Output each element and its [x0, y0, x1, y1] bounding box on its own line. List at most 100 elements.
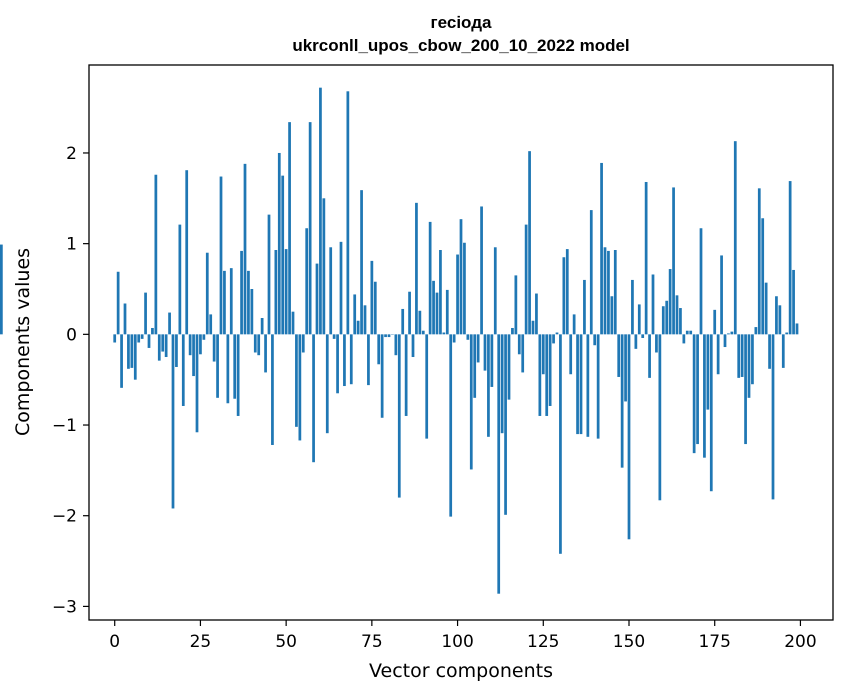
bar-component-99 [452, 334, 456, 343]
bar-component-93 [432, 280, 435, 335]
bar-component-0 [113, 334, 117, 343]
x-tick-label: 150 [613, 632, 645, 652]
bar-component-103 [466, 334, 470, 340]
bar-component-10 [147, 334, 151, 348]
bar-component-50 [284, 249, 288, 335]
bar-component-182 [737, 334, 741, 378]
bar-component-46 [271, 334, 274, 445]
bar-component-122 [531, 320, 535, 335]
bar-component-24 [195, 334, 199, 433]
bar-component-193 [775, 296, 778, 335]
bar-component-159 [658, 334, 662, 501]
bar-component-198 [792, 269, 795, 335]
bar-component-158 [655, 334, 658, 353]
bar-component-37 [240, 250, 243, 335]
bar-component-195 [781, 334, 785, 368]
bar-component-168 [689, 330, 693, 335]
bar-component-51 [288, 122, 291, 335]
bar-component-71 [356, 320, 360, 335]
bar-component-13 [157, 334, 161, 361]
bar-component-133 [569, 334, 573, 375]
bar-component-173 [706, 334, 710, 410]
bar-component-171 [699, 228, 703, 335]
x-tick-label: 100 [441, 632, 473, 652]
bar-component-97 [445, 289, 449, 335]
bar-component-52 [291, 311, 295, 335]
bar-component-56 [305, 228, 309, 335]
bar-component-43 [260, 318, 264, 335]
bar-component-160 [661, 306, 665, 335]
bar-component-49 [281, 175, 285, 335]
bar-component-183 [740, 334, 744, 377]
bar-component-18 [175, 334, 178, 367]
bar-component-153 [637, 304, 641, 335]
bar-component-135 [576, 334, 579, 435]
bar-component-147 [617, 334, 621, 377]
bar-component-189 [761, 218, 765, 335]
bar-component-27 [205, 252, 209, 335]
bar-component-174 [709, 334, 713, 492]
bar-component-80 [387, 334, 391, 338]
bar-component-166 [682, 334, 686, 344]
bar-component-34 [229, 268, 233, 335]
bar-component-134 [572, 314, 576, 335]
bar-component-106 [476, 334, 480, 363]
bar-component-42 [257, 334, 261, 356]
bar-component-169 [692, 334, 696, 454]
bar-component-78 [380, 334, 384, 418]
bar-component-91 [425, 334, 429, 439]
bar-component-129 [555, 332, 559, 335]
y-tick-label: −2 [52, 507, 77, 527]
bar-component-76 [373, 281, 377, 335]
bar-component-178 [723, 334, 727, 348]
bar-component-131 [562, 257, 566, 335]
bar-component-100 [456, 254, 459, 335]
bar-component-85 [404, 334, 408, 416]
bar-component-142 [600, 162, 603, 335]
bar-component-145 [610, 296, 614, 335]
bar-component-152 [634, 334, 638, 349]
bar-component-161 [665, 300, 669, 335]
bar-component-104 [469, 334, 473, 470]
bar-component-9 [144, 292, 147, 335]
bar-component-92 [428, 221, 432, 335]
y-tick-label: −3 [52, 597, 77, 617]
bar-component-70 [353, 294, 357, 335]
chart-title: гесіода [431, 13, 492, 32]
bar-component-118 [517, 334, 521, 355]
bar-component-156 [648, 334, 651, 378]
bar-component-60 [319, 87, 322, 335]
bar-component-170 [696, 334, 699, 445]
bar-component-165 [679, 308, 682, 335]
bar-component-65 [336, 334, 339, 394]
bar-component-86 [408, 291, 411, 335]
bar-component-116 [511, 327, 514, 335]
bar-component-128 [552, 334, 555, 344]
x-tick-label: 50 [275, 632, 297, 652]
bar-component-21 [185, 170, 189, 335]
bar-component-140 [593, 334, 597, 346]
y-tick-label: 0 [66, 325, 77, 345]
bar-component-177 [720, 255, 723, 335]
bar-component-107 [480, 206, 483, 335]
bar-component-14 [161, 334, 165, 352]
bar-component-149 [624, 334, 627, 402]
bar-component-66 [339, 241, 343, 335]
bar-component-90 [421, 330, 425, 335]
bar-component-130 [559, 334, 562, 554]
bar-component-79 [384, 334, 387, 338]
bar-component-126 [545, 334, 549, 416]
bar-component-151 [631, 279, 634, 335]
plot-frame [88, 64, 834, 621]
bar-component-4 [127, 334, 130, 369]
bar-component-143 [603, 247, 607, 335]
bar-component-111 [493, 247, 497, 335]
bar-component-12 [154, 174, 158, 335]
bar-component-23 [192, 334, 195, 377]
bar-component-8 [140, 334, 144, 339]
bar-component-190 [764, 282, 768, 335]
bar-component-125 [541, 334, 545, 375]
y-tick-label: −1 [52, 416, 77, 436]
bar-component-196 [785, 332, 789, 335]
